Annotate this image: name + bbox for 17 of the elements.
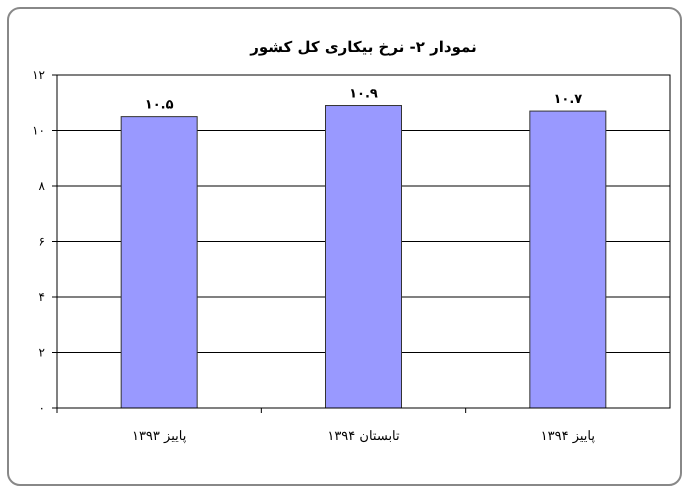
bar bbox=[529, 110, 606, 408]
x-tick-label: پاییز ۱۳۹۴ bbox=[540, 429, 596, 444]
y-tick-label: ۰ bbox=[38, 401, 45, 415]
y-tick-label: ۲ bbox=[38, 346, 45, 360]
data-label: ۱۰.۹ bbox=[349, 86, 378, 102]
x-tick-label: پاییز ۱۳۹۳ bbox=[132, 429, 187, 444]
y-tick-label: ۱۰ bbox=[32, 124, 45, 138]
chart-title: نمودار ۲- نرخ بیکاری کل کشور bbox=[249, 38, 477, 56]
y-tick-label: ۶ bbox=[38, 234, 45, 248]
y-tick-label: ۸ bbox=[38, 179, 46, 193]
x-tick-label: تابستان ۱۳۹۴ bbox=[327, 429, 400, 444]
data-label: ۱۰.۷ bbox=[553, 92, 582, 108]
y-tick-label: ۱۲ bbox=[32, 68, 45, 82]
data-label: ۱۰.۵ bbox=[144, 98, 174, 113]
y-tick-label: ۴ bbox=[38, 290, 45, 304]
bar bbox=[325, 105, 402, 408]
bar bbox=[120, 116, 198, 408]
